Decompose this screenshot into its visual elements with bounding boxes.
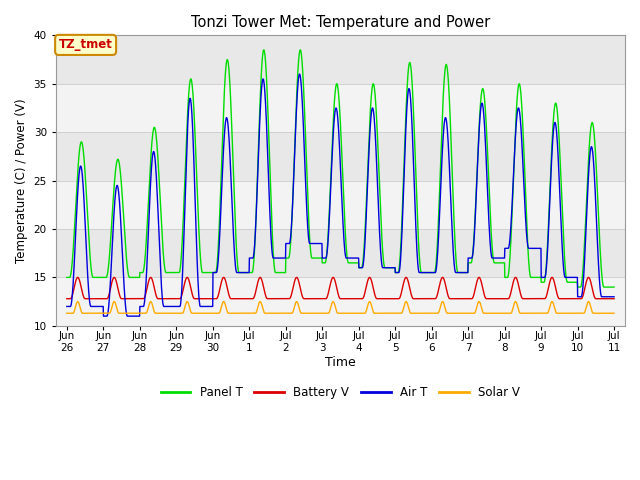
Bar bbox=[56, 180, 625, 229]
Battery V bbox=[91, 296, 99, 301]
Air T bbox=[63, 303, 70, 309]
Panel T bbox=[574, 284, 582, 290]
Solar V bbox=[330, 299, 337, 304]
Air T bbox=[315, 240, 323, 246]
Panel T bbox=[595, 212, 602, 217]
Air T bbox=[330, 128, 337, 133]
Line: Panel T: Panel T bbox=[67, 50, 614, 287]
Solar V bbox=[595, 311, 602, 316]
Line: Battery V: Battery V bbox=[67, 277, 614, 299]
Battery V bbox=[595, 296, 602, 301]
Solar V bbox=[91, 311, 99, 316]
Line: Solar V: Solar V bbox=[67, 301, 614, 313]
Battery V bbox=[315, 296, 323, 301]
Air T bbox=[100, 313, 108, 319]
Y-axis label: Temperature (C) / Power (V): Temperature (C) / Power (V) bbox=[15, 98, 28, 263]
Battery V bbox=[610, 296, 618, 301]
Air T bbox=[296, 71, 303, 77]
Solar V bbox=[494, 311, 502, 316]
Solar V bbox=[74, 299, 81, 304]
Panel T bbox=[296, 47, 304, 53]
Bar bbox=[56, 84, 625, 132]
Title: Tonzi Tower Met: Temperature and Power: Tonzi Tower Met: Temperature and Power bbox=[191, 15, 490, 30]
Battery V bbox=[63, 296, 70, 301]
Solar V bbox=[63, 311, 70, 316]
Panel T bbox=[494, 260, 502, 266]
Air T bbox=[610, 294, 618, 300]
Line: Air T: Air T bbox=[67, 74, 614, 316]
Battery V bbox=[74, 275, 81, 280]
Solar V bbox=[315, 311, 323, 316]
X-axis label: Time: Time bbox=[325, 356, 356, 369]
Panel T bbox=[595, 218, 603, 224]
Text: TZ_tmet: TZ_tmet bbox=[59, 38, 113, 51]
Air T bbox=[91, 303, 99, 309]
Solar V bbox=[610, 311, 618, 316]
Bar bbox=[56, 277, 625, 326]
Legend: Panel T, Battery V, Air T, Solar V: Panel T, Battery V, Air T, Solar V bbox=[156, 381, 525, 404]
Battery V bbox=[330, 275, 337, 280]
Panel T bbox=[610, 284, 618, 290]
Panel T bbox=[91, 275, 99, 280]
Panel T bbox=[315, 255, 323, 261]
Air T bbox=[595, 260, 602, 266]
Panel T bbox=[63, 275, 70, 280]
Battery V bbox=[494, 296, 502, 301]
Solar V bbox=[595, 311, 602, 316]
Air T bbox=[595, 265, 603, 271]
Air T bbox=[495, 255, 502, 261]
Panel T bbox=[330, 120, 337, 126]
Battery V bbox=[595, 296, 602, 301]
